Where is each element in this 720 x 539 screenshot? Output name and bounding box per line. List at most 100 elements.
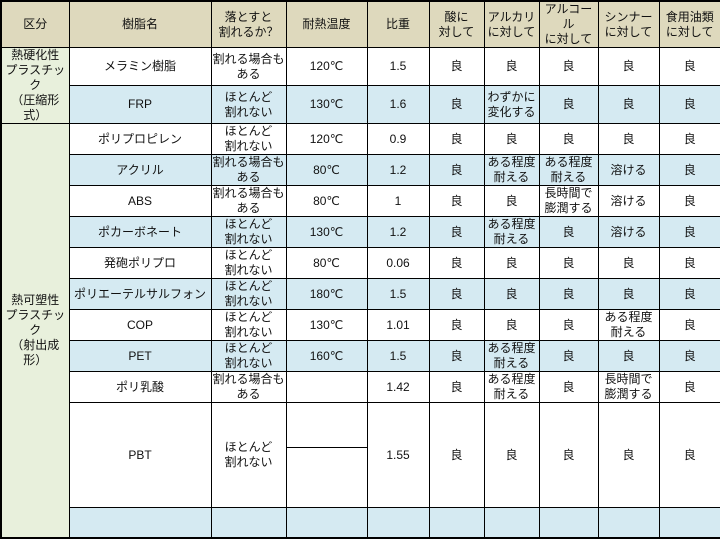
cell-specific-gravity: 1.5 [366, 278, 430, 310]
cell-alkali [483, 507, 540, 538]
cell-specific-gravity [366, 507, 430, 538]
cell-heat-temp: 80℃ [285, 185, 368, 217]
header-alkali: アルカリ に対して [483, 0, 540, 48]
cell-thinner [597, 507, 660, 538]
cell-drop-break: 割れる場合も ある [210, 154, 287, 186]
cell-oil: 良 [658, 278, 720, 310]
cell-alcohol: 良 [538, 247, 599, 279]
cell-resin-name: ポリ乳酸 [68, 371, 212, 403]
header-category: 区分 [0, 0, 70, 48]
cell-alcohol: 長時間で 膨潤する [538, 185, 599, 217]
cell-thinner: 溶ける [597, 185, 660, 217]
cell-acid: 良 [428, 278, 485, 310]
cell-resin-name: COP [68, 309, 212, 341]
header-alcohol: アルコール に対して [538, 0, 599, 48]
cell-thinner: 良 [597, 402, 660, 508]
cell-acid: 良 [428, 371, 485, 403]
cell-alcohol [538, 507, 599, 538]
cell-specific-gravity: 1.55 [366, 402, 430, 508]
cell-drop-break [210, 507, 287, 538]
cell-resin-name: 発砲ポリプロ [68, 247, 212, 279]
table-row: ポリ乳酸 割れる場合も ある 1.42 良 ある程度 耐える 良 長時間で 膨潤… [1, 371, 720, 403]
header-cooking-oil: 食用油類 に対して [658, 0, 720, 48]
cell-heat-temp: 130℃ [285, 216, 368, 248]
cell-alkali: 良 [483, 278, 540, 310]
cell-resin-name: PET [68, 340, 212, 372]
cell-oil: 良 [658, 123, 720, 155]
cell-alcohol: ある程度 耐える [538, 154, 599, 186]
cell-thinner: 長時間で 膨潤する [597, 371, 660, 403]
cell-alkali: 良 [483, 402, 540, 508]
cell-alcohol: 良 [538, 309, 599, 341]
cell-resin-name: PBT [68, 402, 212, 508]
cell-alkali: わずかに 変化する [483, 85, 540, 124]
cell-resin-name: メラミン樹脂 [68, 47, 212, 86]
cell-thinner: 良 [597, 247, 660, 279]
cell-oil: 良 [658, 85, 720, 124]
cell-specific-gravity: 1.42 [366, 371, 430, 403]
cell-acid: 良 [428, 216, 485, 248]
cell-heat-temp: 120℃ [285, 47, 368, 86]
cell-drop-break: ほとんど 割れない [210, 247, 287, 279]
cell-alcohol: 良 [538, 123, 599, 155]
table-row: 発砲ポリプロ ほとんど 割れない 80℃ 0.06 良 良 良 良 良 [1, 247, 720, 279]
cell-acid [428, 507, 485, 538]
cell-alcohol: 良 [538, 47, 599, 86]
cell-resin-name: ポリプロピレン [68, 123, 212, 155]
cell-specific-gravity: 1.2 [366, 154, 430, 186]
cell-alcohol: 良 [538, 402, 599, 508]
cell-specific-gravity: 1 [366, 185, 430, 217]
cell-drop-break: 割れる場合も ある [210, 47, 287, 86]
cell-thinner: 溶ける [597, 154, 660, 186]
cell-heat-temp-split [285, 402, 368, 508]
cell-oil: 良 [658, 309, 720, 341]
cell-specific-gravity: 1.6 [366, 85, 430, 124]
category-cell-thermoplastic: 熱可塑性 プラスチック （射出成形） [0, 123, 70, 538]
cell-resin-name: アクリル [68, 154, 212, 186]
cell-specific-gravity: 1.2 [366, 216, 430, 248]
table-row: COP ほとんど 割れない 130℃ 1.01 良 良 良 ある程度 耐える 良 [1, 309, 720, 341]
cell-drop-break: 割れる場合も ある [210, 185, 287, 217]
cell-heat-temp: 80℃ [285, 154, 368, 186]
table-row: PBT ほとんど 割れない 1.55 良 良 良 良 良 [1, 402, 720, 508]
cell-heat-temp [285, 507, 368, 538]
table-row: PET ほとんど 割れない 160℃ 1.5 良 ある程度 耐える 良 良 良 [1, 340, 720, 372]
cell-heat-temp: 120℃ [285, 123, 368, 155]
header-drop-break: 落とすと 割れるか？ [210, 0, 287, 48]
header-specific-gravity: 比重 [366, 0, 430, 48]
cell-drop-break: ほとんど 割れない [210, 278, 287, 310]
table-row [1, 507, 720, 538]
cell-acid: 良 [428, 47, 485, 86]
cell-alkali: ある程度 耐える [483, 154, 540, 186]
table-row: アクリル 割れる場合も ある 80℃ 1.2 良 ある程度 耐える ある程度 耐… [1, 154, 720, 186]
cell-oil: 良 [658, 402, 720, 508]
heat-temp-lower [287, 463, 366, 492]
cell-alkali: 良 [483, 247, 540, 279]
header-thinner: シンナー に対して [597, 0, 660, 48]
header-resin-name: 樹脂名 [68, 0, 212, 48]
cell-acid: 良 [428, 85, 485, 124]
table-row: ABS 割れる場合も ある 80℃ 1 良 良 長時間で 膨潤する 溶ける 良 [1, 185, 720, 217]
cell-alcohol: 良 [538, 85, 599, 124]
cell-alcohol: 良 [538, 340, 599, 372]
cell-resin-name: ABS [68, 185, 212, 217]
cell-oil: 良 [658, 371, 720, 403]
cell-specific-gravity: 1.5 [366, 47, 430, 86]
cell-drop-break: ほとんど 割れない [210, 309, 287, 341]
cell-drop-break: ほとんど 割れない [210, 402, 287, 508]
cell-thinner: 溶ける [597, 216, 660, 248]
cell-specific-gravity: 0.9 [366, 123, 430, 155]
cell-oil: 良 [658, 154, 720, 186]
cell-heat-temp: 160℃ [285, 340, 368, 372]
cell-thinner: 良 [597, 85, 660, 124]
cell-acid: 良 [428, 340, 485, 372]
cell-heat-temp: 130℃ [285, 309, 368, 341]
cell-alkali: ある程度 耐える [483, 216, 540, 248]
cell-alkali: 良 [483, 123, 540, 155]
cell-oil: 良 [658, 47, 720, 86]
cell-acid: 良 [428, 402, 485, 508]
cell-thinner: 良 [597, 278, 660, 310]
cell-acid: 良 [428, 247, 485, 279]
cell-thinner: 良 [597, 340, 660, 372]
